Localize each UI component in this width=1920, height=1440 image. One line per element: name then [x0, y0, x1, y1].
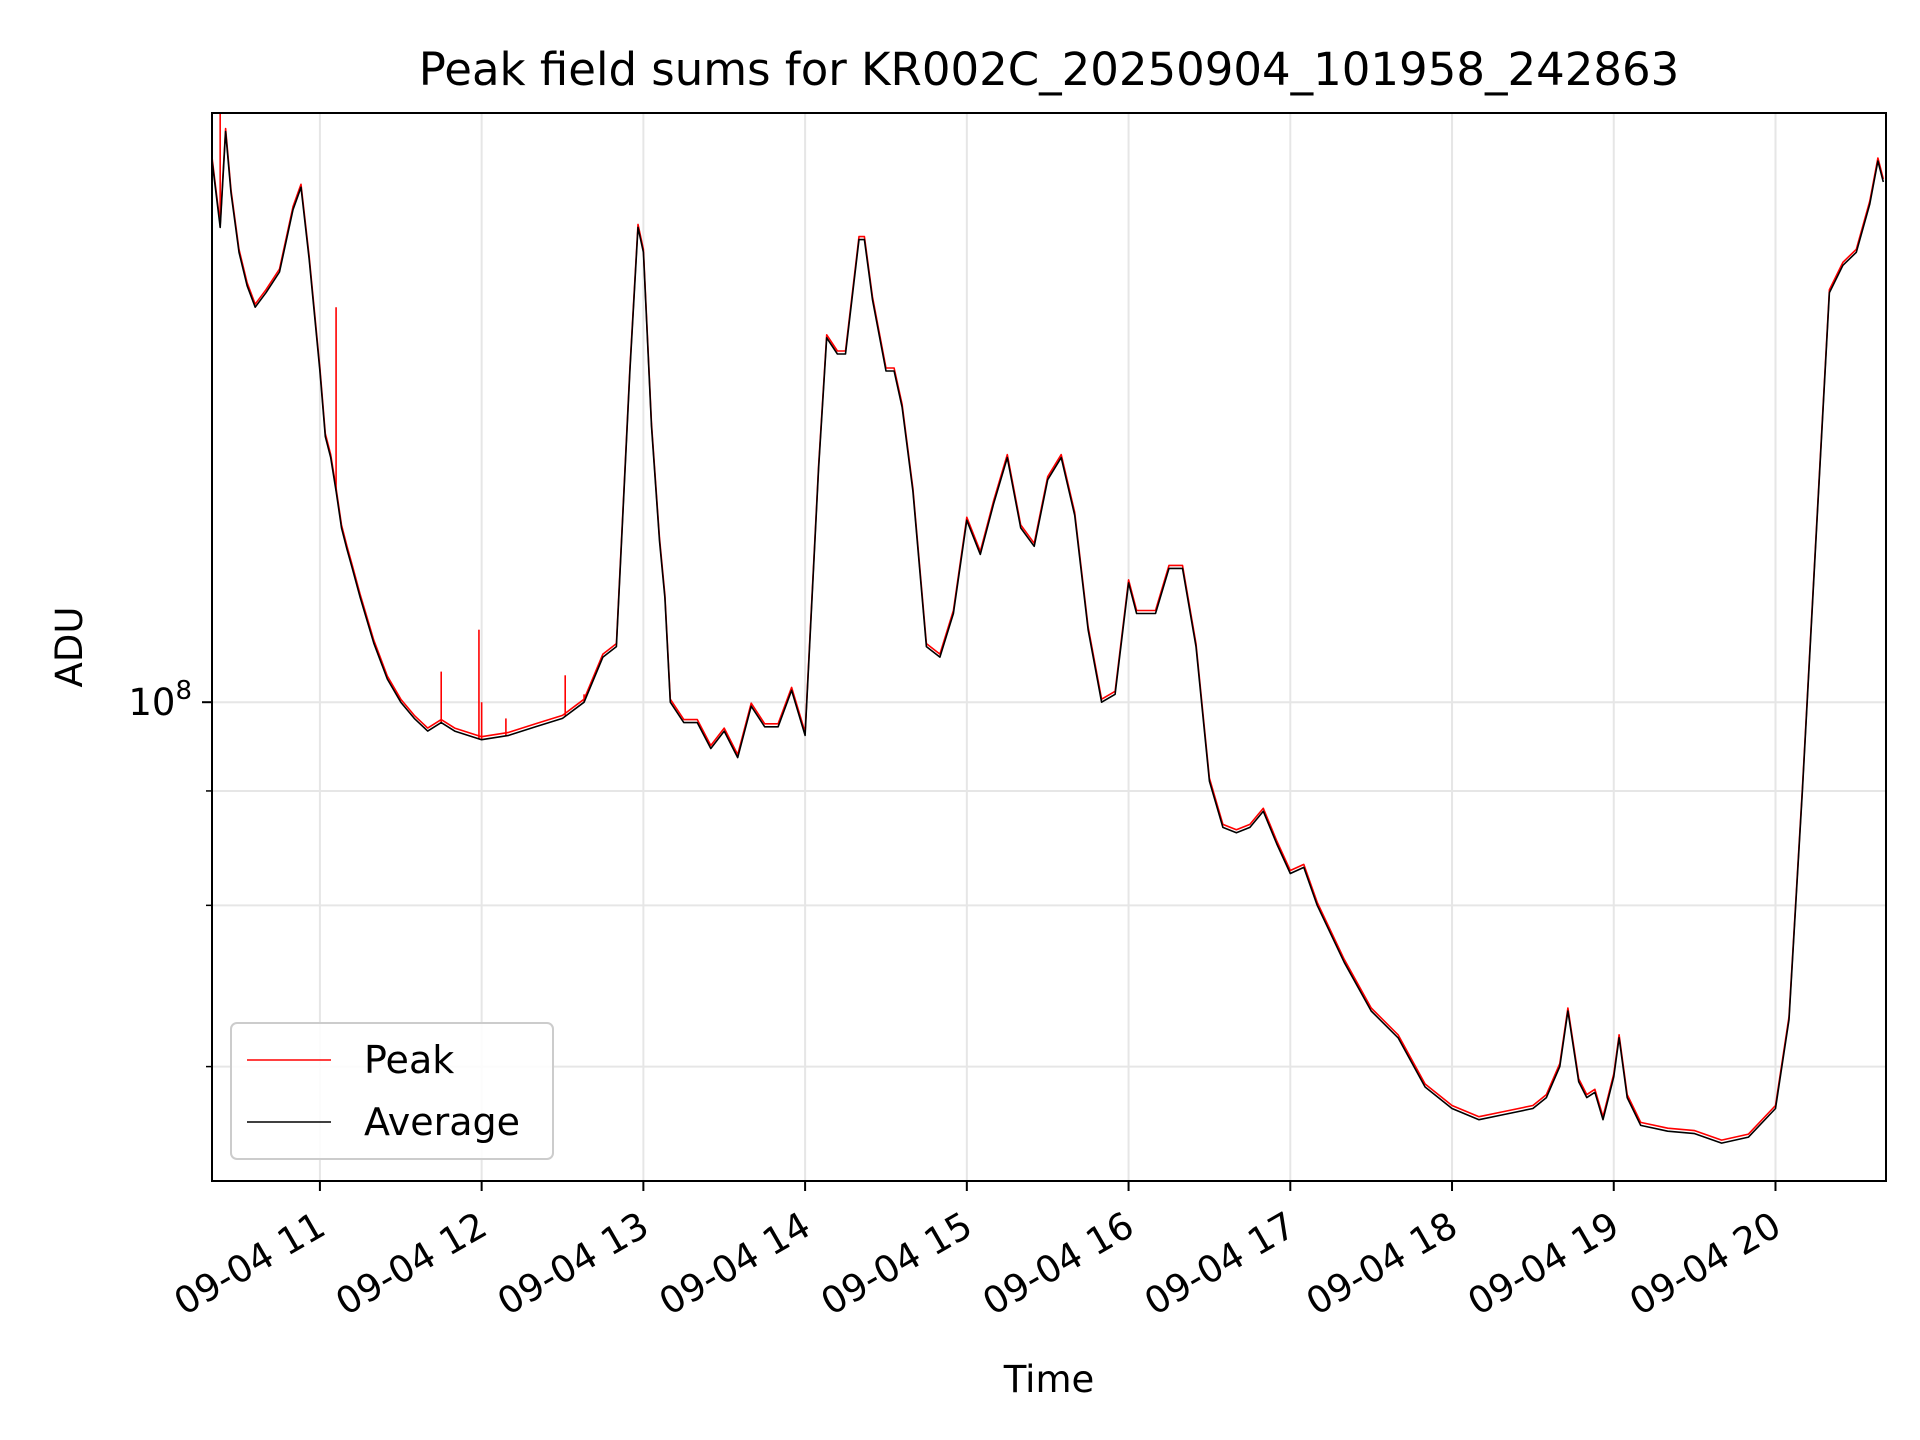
grid [212, 113, 1886, 1181]
chart-title: Peak field sums for KR002C_20250904_1019… [419, 43, 1679, 96]
legend-frame [230, 1022, 554, 1160]
y-axis-label: ADU [48, 607, 91, 688]
plot-frame [211, 112, 1887, 1182]
legend-label-average: Average [364, 1100, 520, 1144]
legend: Peak Average [230, 1022, 554, 1160]
series-layer [212, 113, 1885, 1144]
series-line-average [212, 130, 1885, 1144]
legend-label-peak: Peak [364, 1038, 454, 1082]
x-axis-label: Time [1003, 1358, 1095, 1401]
plot-area [212, 113, 1885, 1144]
